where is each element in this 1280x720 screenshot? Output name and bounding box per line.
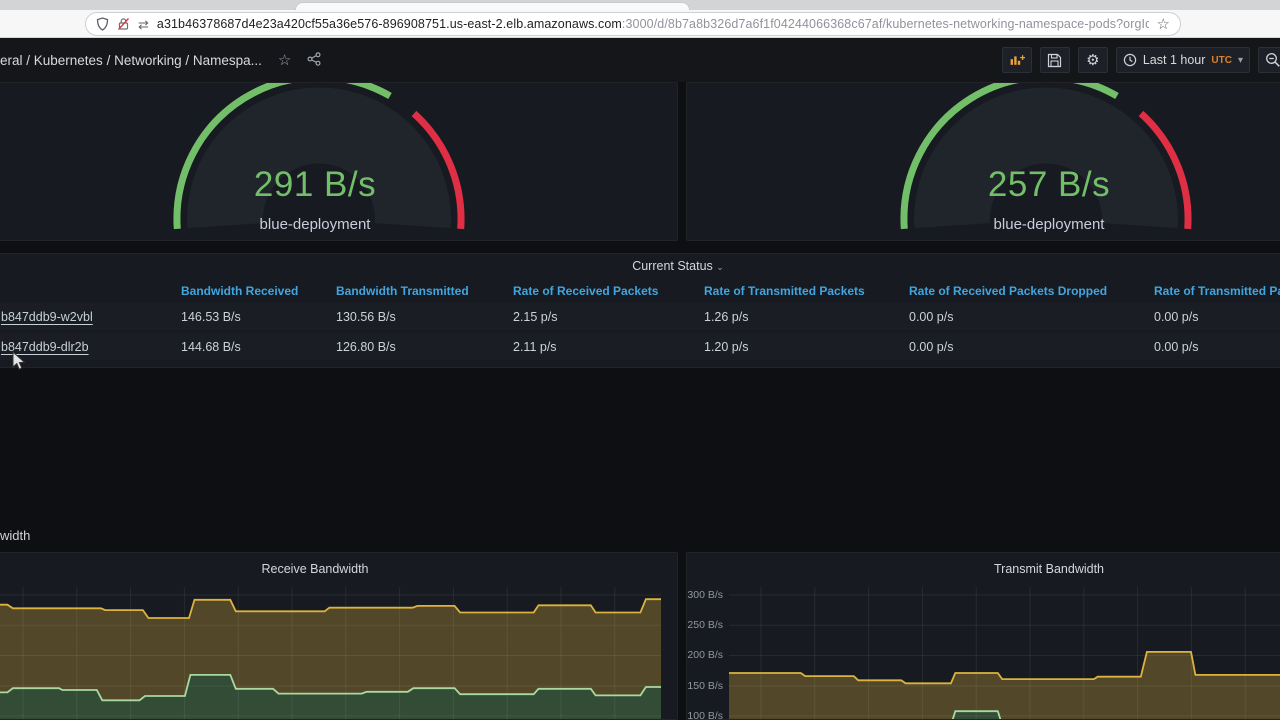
url-text: a31b46378687d4e23a420cf55a36e576-8969087… xyxy=(157,17,1149,31)
table-cell: 144.68 B/s xyxy=(181,333,336,360)
status-table: Bandwidth Received Bandwidth Transmitted… xyxy=(0,281,1280,360)
table-cell: 0.00 p/s xyxy=(1154,333,1280,360)
gear-icon: ⚙ xyxy=(1086,51,1100,69)
current-status-panel: Current Status ⌄ Bandwidth Received Band… xyxy=(0,253,1280,368)
series-fill-total-receive xyxy=(0,599,661,701)
table-cell: 0.00 p/s xyxy=(909,333,1154,360)
series-line-pod-receive xyxy=(0,674,661,702)
gauge-receive xyxy=(173,83,465,230)
series-fill-total-transmit xyxy=(729,651,1280,719)
panel-title-current-status[interactable]: Current Status ⌄ xyxy=(632,259,724,273)
table-cell: 130.56 B/s xyxy=(336,303,513,330)
column-header-pod[interactable] xyxy=(0,281,181,300)
gauge-value: 257 B/s xyxy=(987,165,1111,204)
shield-icon[interactable] xyxy=(96,17,109,31)
lock-insecure-icon[interactable] xyxy=(117,17,130,31)
browser-toolbar: ⇄ a31b46378687d4e23a420cf55a36e576-89690… xyxy=(0,10,1280,38)
table-cell: 2.11 p/s xyxy=(513,333,704,360)
gauge-panel-transmit: 257 B/s blue-deployment xyxy=(686,82,1280,241)
url-bar[interactable]: ⇄ a31b46378687d4e23a420cf55a36e576-89690… xyxy=(85,12,1181,36)
bookmark-star-icon[interactable]: ☆ xyxy=(1156,15,1170,33)
table-cell: 0.00 p/s xyxy=(1154,303,1280,330)
column-header[interactable]: Rate of Received Packets xyxy=(513,283,659,298)
series-line-total-transmit xyxy=(729,651,1280,685)
gauge-series-label: blue-deployment xyxy=(993,216,1105,233)
gauge-transmit xyxy=(900,83,1192,230)
share-icon[interactable] xyxy=(307,51,321,69)
y-axis-tick: 250 B/s xyxy=(687,619,723,631)
table-cell: 126.80 B/s xyxy=(336,333,513,360)
chevron-down-icon: ▾ xyxy=(1237,54,1243,66)
column-header[interactable]: Rate of Transmitted Packets xyxy=(704,283,865,298)
table-cell: 0.00 p/s xyxy=(909,303,1154,330)
row-header-bandwidth[interactable]: width xyxy=(0,528,31,543)
save-dashboard-button[interactable] xyxy=(1039,47,1070,73)
pod-link[interactable]: b847ddb9-dlr2b xyxy=(1,339,89,354)
column-header[interactable]: Bandwidth Transmitted xyxy=(336,283,469,298)
add-panel-button[interactable] xyxy=(1001,47,1032,73)
dashboard-navbar: eral / Kubernetes / Networking / Namespa… xyxy=(0,38,1280,82)
receive-bandwidth-chart xyxy=(0,587,661,719)
gauge-panel-receive: 291 B/s blue-deployment xyxy=(0,82,678,241)
table-cell: 1.26 p/s xyxy=(704,303,909,330)
timezone-label: UTC xyxy=(1211,54,1232,66)
receive-bandwidth-panel: Receive Bandwidth xyxy=(0,552,678,720)
table-cell: 2.15 p/s xyxy=(513,303,704,330)
time-range-label: Last 1 hour xyxy=(1142,53,1206,67)
table-cell-pod: b847ddb9-dlr2b xyxy=(0,333,181,360)
save-icon xyxy=(1048,53,1062,67)
y-axis-tick: 300 B/s xyxy=(687,589,723,601)
series-fill-pod-receive xyxy=(0,674,661,719)
clock-icon xyxy=(1123,53,1137,67)
y-axis-tick: 200 B/s xyxy=(687,649,723,661)
panel-menu-caret-icon: ⌄ xyxy=(716,262,724,272)
dashboard-settings-button[interactable]: ⚙ xyxy=(1077,47,1108,73)
gauge-series-label: blue-deployment xyxy=(259,216,371,233)
magnifier-minus-icon xyxy=(1266,53,1280,67)
series-line-pod-transmit xyxy=(951,710,1002,719)
panel-title[interactable]: Receive Bandwidth xyxy=(261,562,369,576)
y-axis-tick: 150 B/s xyxy=(687,680,723,692)
mouse-cursor xyxy=(12,351,26,370)
series-fill-pod-transmit xyxy=(952,711,1001,719)
browser-tab-strip xyxy=(0,0,1280,12)
series-line-total-receive xyxy=(0,598,661,619)
table-cell: 1.20 p/s xyxy=(704,333,909,360)
add-panel-icon xyxy=(1010,55,1025,65)
table-cell-pod: b847ddb9-w2vbl xyxy=(0,303,181,330)
gauge-value: 291 B/s xyxy=(253,165,377,204)
column-header[interactable]: Bandwidth Received xyxy=(181,283,299,298)
breadcrumb[interactable]: eral / Kubernetes / Networking / Namespa… xyxy=(0,52,262,68)
y-axis-tick: 100 B/s xyxy=(687,710,723,720)
browser-active-tab[interactable] xyxy=(295,2,690,12)
zoom-out-button[interactable] xyxy=(1258,47,1280,73)
url-domain: a31b46378687d4e23a420cf55a36e576-8969087… xyxy=(156,17,622,31)
permissions-arrows-icon[interactable]: ⇄ xyxy=(138,16,149,32)
transmit-bandwidth-chart xyxy=(729,587,1280,719)
favorite-star-icon[interactable]: ☆ xyxy=(277,51,292,69)
table-cell: 146.53 B/s xyxy=(181,303,336,330)
panel-title[interactable]: Transmit Bandwidth xyxy=(994,562,1104,576)
pod-link[interactable]: b847ddb9-w2vbl xyxy=(1,309,93,324)
time-range-picker[interactable]: Last 1 hour UTC ▾ xyxy=(1115,47,1250,73)
column-header[interactable]: Rate of Transmitted Pack xyxy=(1154,283,1280,298)
url-path: :3000/d/8b7a8b326d7a6f1f04244066368c67af… xyxy=(621,17,1149,31)
column-header[interactable]: Rate of Received Packets Dropped xyxy=(909,283,1108,298)
transmit-bandwidth-panel: Transmit Bandwidth 300 B/s 250 B/s 200 B… xyxy=(686,552,1280,720)
